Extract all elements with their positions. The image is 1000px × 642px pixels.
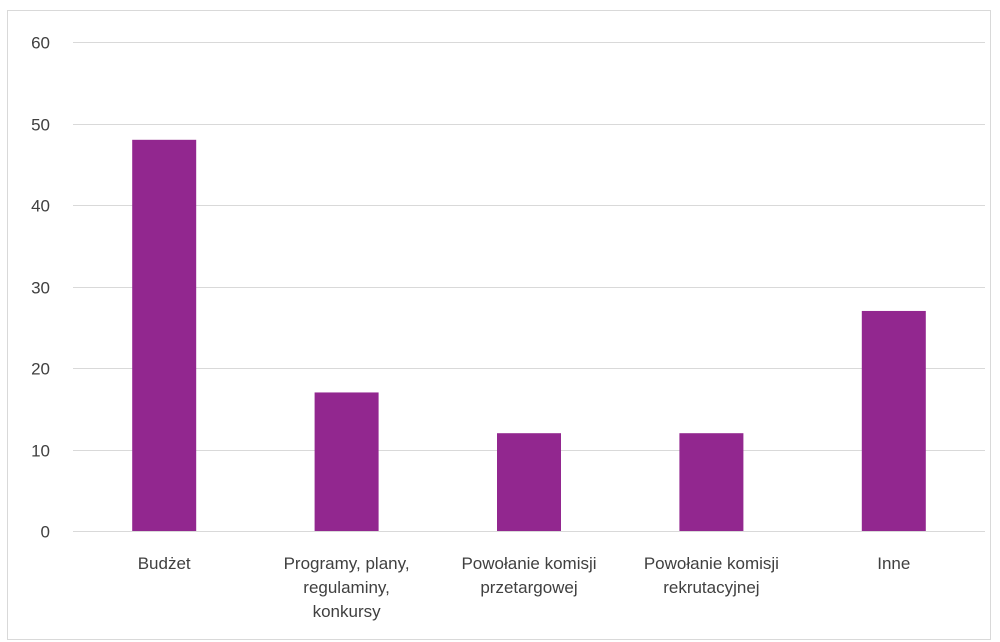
x-tick-label-line: przetargowej: [480, 578, 577, 597]
x-tick-label-line: Powołanie komisji: [644, 554, 779, 573]
bars: [132, 139, 926, 532]
bar: [497, 433, 561, 531]
x-tick-label: Inne: [877, 554, 910, 573]
x-tick-label-line: Programy, plany,: [284, 554, 410, 573]
bar: [679, 433, 744, 531]
y-tick-label: 60: [31, 34, 50, 53]
x-tick-label: Budżet: [138, 554, 191, 573]
y-tick-label: 0: [41, 523, 50, 542]
x-tick-label-line: Budżet: [138, 554, 191, 573]
x-tick-label: Powołanie komisji przetargowej: [461, 554, 596, 597]
x-tick-label: Programy, plany, regulaminy, konkursy: [284, 554, 410, 621]
bar: [314, 392, 379, 531]
x-tick-label-line: konkursy: [313, 602, 382, 621]
bar: [861, 310, 926, 531]
x-tick-label-line: rekrutacyjnej: [663, 578, 759, 597]
x-tick-label-line: Powołanie komisji: [461, 554, 596, 573]
y-tick-label: 40: [31, 197, 50, 216]
x-axis-ticks: Budżet Programy, plany, regulaminy, konkurs…: [138, 554, 911, 621]
y-axis-ticks: 0 10 20 30 40 50 60: [31, 34, 50, 542]
x-tick-label: Powołanie komisji rekrutacyjnej: [644, 554, 779, 597]
x-tick-label-line: regulaminy,: [303, 578, 390, 597]
y-tick-label: 50: [31, 116, 50, 135]
y-tick-label: 30: [31, 279, 50, 298]
x-tick-label-line: Inne: [877, 554, 910, 573]
bar: [132, 139, 197, 532]
y-tick-label: 10: [31, 442, 50, 461]
gridlines: [73, 42, 985, 532]
y-tick-label: 20: [31, 360, 50, 379]
